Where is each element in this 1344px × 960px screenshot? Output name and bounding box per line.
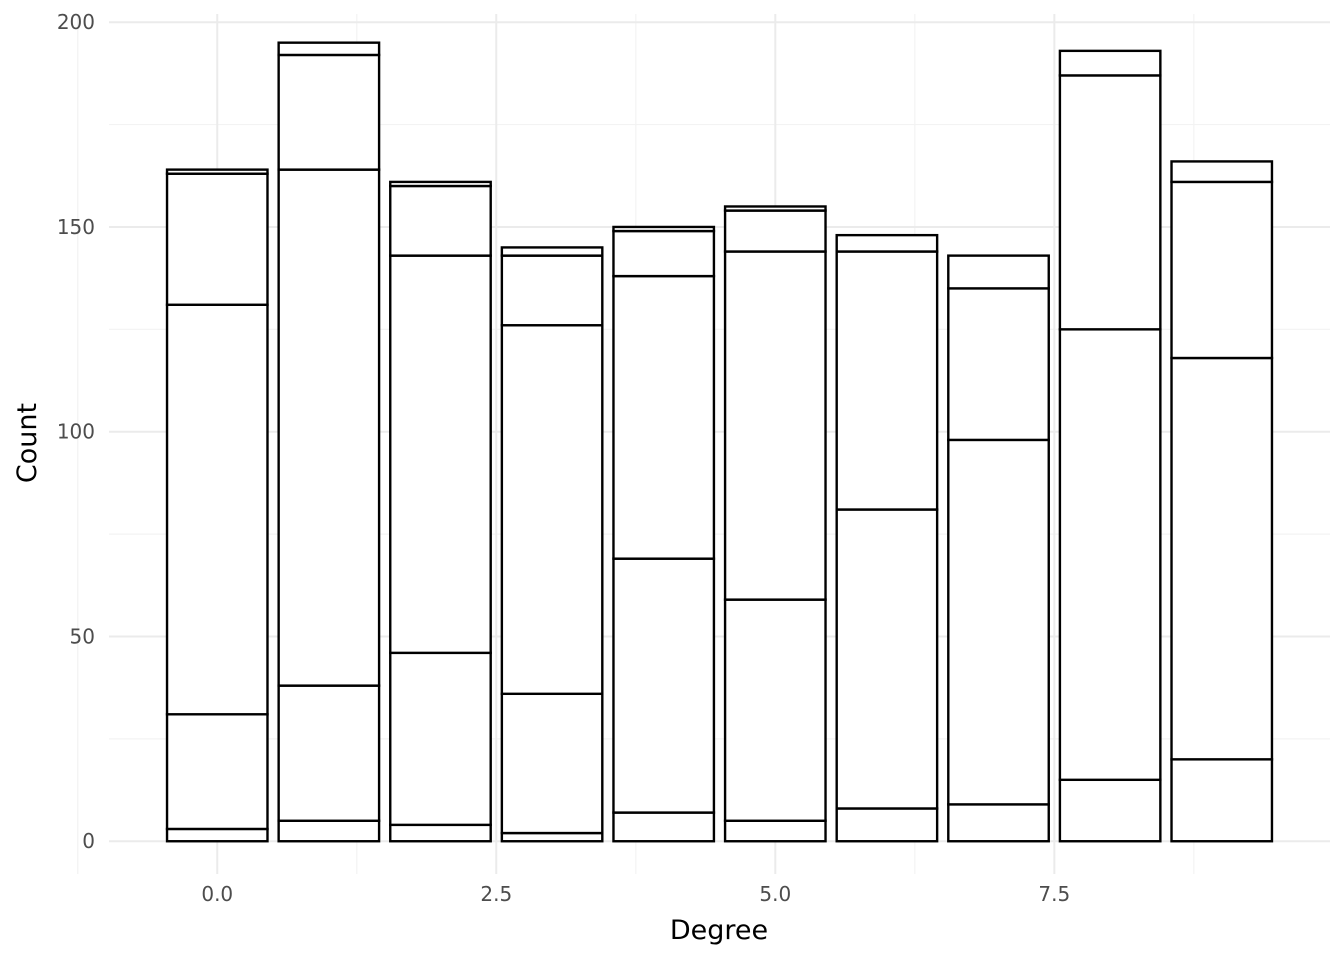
bar-segment <box>947 254 1050 290</box>
bar-segment <box>500 254 604 327</box>
y-axis-tick-labels: 0 50 100 150 200 <box>57 10 95 853</box>
bar-segment <box>1170 160 1274 184</box>
bar-segment <box>165 168 269 175</box>
bars <box>165 41 1274 843</box>
bar-segment <box>1058 328 1162 782</box>
bar-segment <box>389 180 492 188</box>
bar-segment <box>277 684 381 822</box>
bar-stack-3 <box>500 246 604 843</box>
bar-segment <box>277 41 381 57</box>
bar-segment <box>1170 180 1274 360</box>
y-tick-label: 150 <box>57 215 95 239</box>
bar-stack-2 <box>389 180 492 843</box>
x-tick-label: 5.0 <box>759 882 791 906</box>
bar-stack-1 <box>277 41 381 843</box>
bar-segment <box>1058 74 1162 331</box>
x-tick-label: 7.5 <box>1038 882 1070 906</box>
x-tick-label: 0.0 <box>201 882 233 906</box>
bar-segment <box>612 274 716 560</box>
bar-segment <box>723 819 827 843</box>
x-tick-label: 2.5 <box>480 882 512 906</box>
bar-segment <box>500 831 604 843</box>
bar-segment <box>947 438 1050 806</box>
bar-stack-9 <box>1170 160 1274 843</box>
bar-segment <box>835 250 939 511</box>
bar-segment <box>277 168 381 687</box>
bar-stack-4 <box>612 225 716 843</box>
x-axis-title: Degree <box>670 915 768 946</box>
bar-stack-7 <box>947 254 1050 843</box>
bar-segment <box>389 254 492 655</box>
bar-segment <box>835 233 939 253</box>
y-axis-title: Count <box>12 403 43 483</box>
bar-segment <box>612 811 716 843</box>
bar-segment <box>612 225 716 233</box>
bar-segment <box>947 287 1050 442</box>
bar-segment <box>165 827 269 843</box>
bar-segment <box>500 324 604 696</box>
bar-segment <box>1170 758 1274 843</box>
bar-segment <box>723 250 827 601</box>
x-axis-tick-labels: 0.0 2.5 5.0 7.5 <box>201 882 1070 906</box>
bar-segment <box>723 205 827 212</box>
y-tick-label: 200 <box>57 10 95 34</box>
bar-segment <box>612 557 716 814</box>
bar-segment <box>1058 778 1162 843</box>
bar-stack-5 <box>723 205 827 843</box>
bar-segment <box>277 53 381 171</box>
bar-segment <box>500 692 604 835</box>
bar-stack-8 <box>1058 49 1162 843</box>
bar-segment <box>277 819 381 843</box>
y-tick-label: 50 <box>70 624 95 648</box>
bar-segment <box>835 807 939 843</box>
bar-stack-0 <box>165 168 269 843</box>
bar-segment <box>165 303 269 716</box>
bar-segment <box>389 823 492 843</box>
bar-segment <box>1058 49 1162 77</box>
bar-segment <box>1170 356 1274 761</box>
bar-segment <box>165 172 269 306</box>
bar-segment <box>835 508 939 810</box>
bar-segment <box>389 651 492 827</box>
bar-segment <box>165 713 269 831</box>
bar-segment <box>723 598 827 822</box>
bar-segment <box>723 209 827 253</box>
bar-segment <box>389 184 492 257</box>
bar-segment <box>612 229 716 278</box>
bar-segment <box>947 803 1050 843</box>
y-tick-label: 0 <box>82 829 95 853</box>
bar-stack-6 <box>835 233 939 843</box>
bar-segment <box>500 246 604 257</box>
y-tick-label: 100 <box>57 420 95 444</box>
